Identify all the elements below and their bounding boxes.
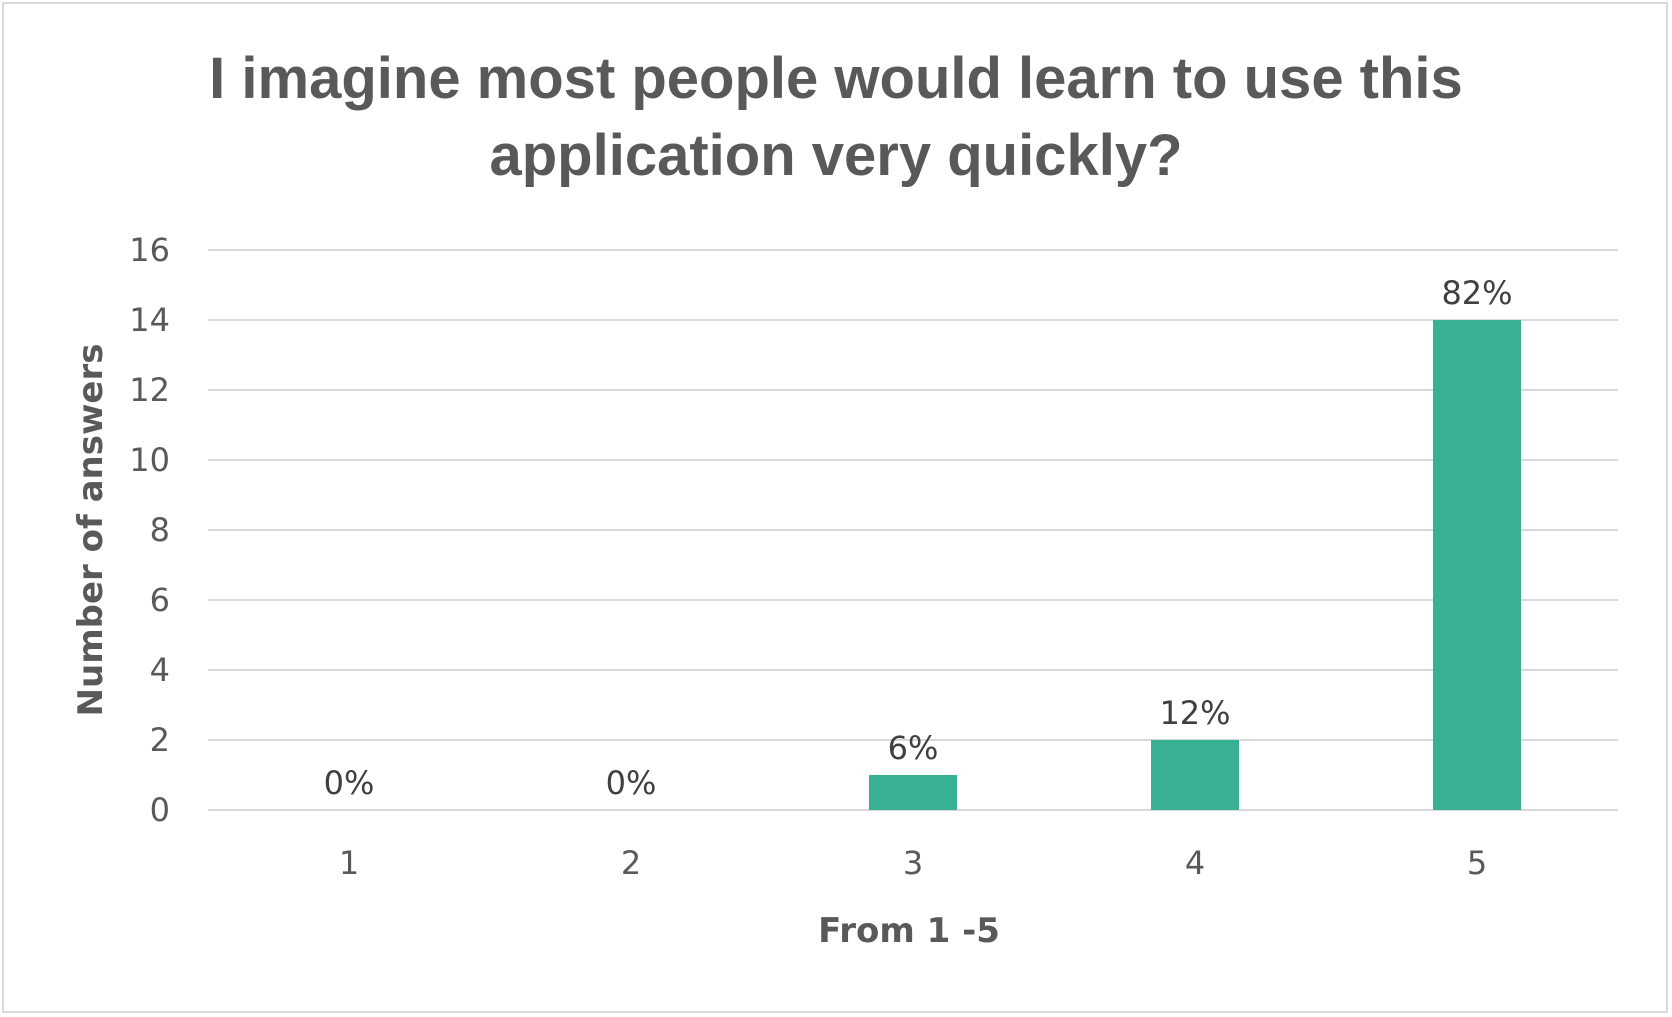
y-tick-label: 10: [129, 441, 170, 479]
y-tick-label: 4: [150, 651, 170, 689]
y-tick-label: 16: [129, 231, 170, 269]
bar-4: [1151, 740, 1239, 810]
chart-title-line-1: I imagine most people would learn to use…: [209, 46, 1463, 111]
bars: [869, 320, 1521, 810]
x-tick-label: 2: [621, 844, 641, 882]
bar-5: [1433, 320, 1521, 810]
x-tick-label: 4: [1185, 844, 1205, 882]
y-tick-label: 6: [150, 581, 170, 619]
data-label-3: 6%: [888, 729, 939, 767]
x-tick-label: 1: [339, 844, 359, 882]
data-label-2: 0%: [606, 764, 657, 802]
gridlines: [208, 249, 1618, 811]
y-axis-title: Number of answers: [71, 344, 111, 717]
y-tick-label: 2: [150, 721, 170, 759]
y-tick-label: 14: [129, 301, 170, 339]
x-axis-ticks: 1 2 3 4 5: [339, 844, 1487, 882]
y-tick-label: 8: [150, 511, 170, 549]
x-tick-label: 5: [1467, 844, 1487, 882]
data-labels: 0% 0% 6% 12% 82%: [324, 274, 1513, 802]
y-tick-label: 0: [150, 791, 170, 829]
x-tick-label: 3: [903, 844, 923, 882]
bar-3: [869, 775, 957, 810]
y-tick-label: 12: [129, 371, 170, 409]
chart-title-line-2: application very quickly?: [490, 123, 1183, 188]
data-label-1: 0%: [324, 764, 375, 802]
data-label-5: 82%: [1441, 274, 1512, 312]
y-axis-ticks: 0 2 4 6 8 10 12 14 16: [129, 231, 170, 829]
x-axis-title: From 1 -5: [818, 911, 1000, 951]
data-label-4: 12%: [1159, 694, 1230, 732]
